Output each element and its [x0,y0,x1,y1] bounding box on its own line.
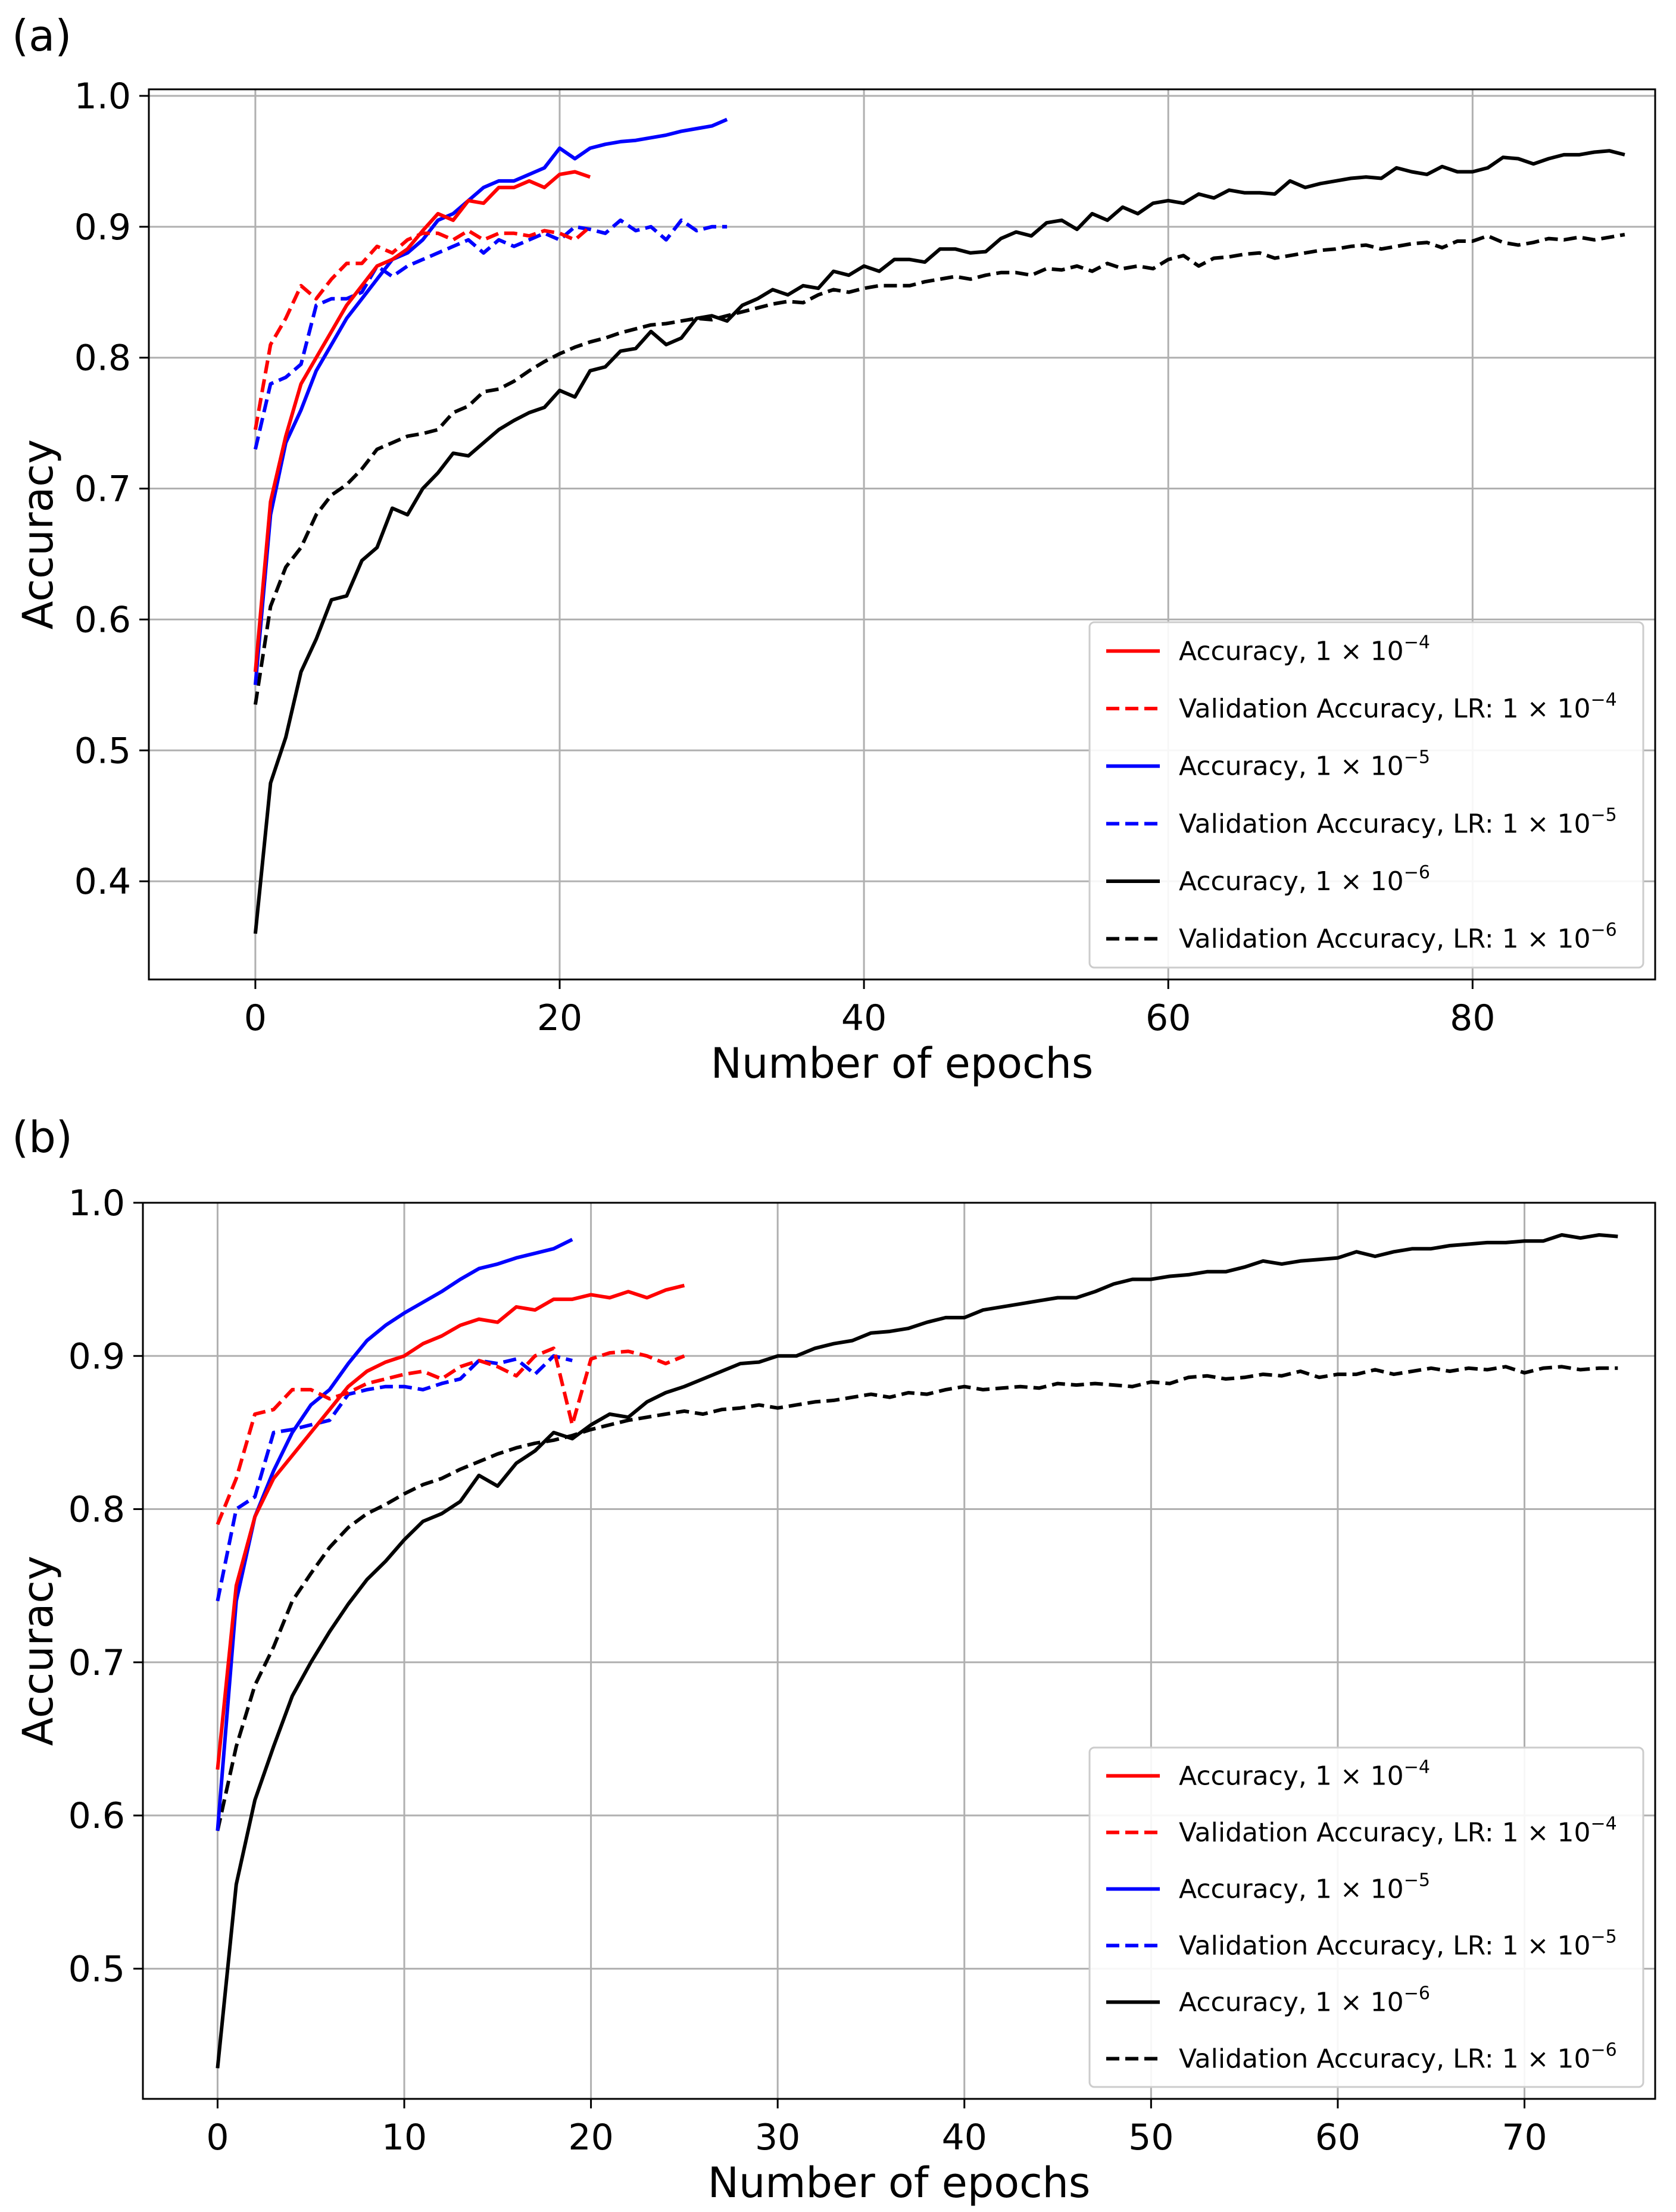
legend-label-text: Accuracy, 1 × 10 [1179,636,1404,666]
plot-frame [142,1202,1656,2100]
legend-entry-label: Validation Accuracy, LR: 1 × 10−6 [1179,2040,1617,2074]
legend-entry-label: Accuracy, 1 × 10−5 [1179,1870,1430,1905]
y-tick-label: 0.6 [68,1795,125,1837]
legend-label-text: Accuracy, 1 × 10 [1179,1874,1404,1905]
series-line-accuracy-1-10-4 [216,1283,685,1770]
legend-entry-label: Validation Accuracy, LR: 1 × 10−5 [1179,1927,1617,1961]
y-tick-label: 1.0 [74,76,131,117]
legend-label-exponent: −5 [1404,1870,1430,1891]
y-tick-label: 0.6 [74,599,131,641]
x-tick-label: 60 [1146,997,1191,1039]
legend-label-exponent: −6 [1590,920,1616,941]
x-tick-label: 0 [206,2117,229,2158]
y-tick-label: 0.5 [74,730,131,772]
legend-entry-label: Accuracy, 1 × 10−5 [1179,747,1430,782]
y-tick-label: 0.8 [68,1489,125,1531]
legend-box [1088,1746,1644,2088]
x-tick-label: 40 [841,997,887,1039]
legend-entry-label: Validation Accuracy, LR: 1 × 10−4 [1179,1814,1617,1848]
x-tick-label: 50 [1128,2117,1173,2158]
x-tick-label: 10 [382,2117,427,2158]
legend-entry-label: Validation Accuracy, LR: 1 × 10−6 [1179,920,1617,954]
x-axis-title: Number of epochs [708,2158,1091,2207]
series-line-validation-accuracy-lr-1-10-5 [216,1354,573,1602]
panel-label: (a) [12,11,71,61]
chart-panel-1: (b) 0 10 20 30 40 50 60 70 0.5 0.6 0.7 0.8 0.9 1.0 Numb… [12,1112,1656,2207]
legend-label-text: Accuracy, 1 × 10 [1179,1988,1404,2018]
legend-label-exponent: −5 [1404,747,1430,768]
legend-label-text: Validation Accuracy, LR: 1 × 10 [1179,2044,1590,2074]
series-line-accuracy-1-10-5 [253,117,728,685]
x-tick-label: 20 [568,2117,613,2158]
legend-label-text: Accuracy, 1 × 10 [1179,1761,1404,1792]
legend-label-text: Validation Accuracy, LR: 1 × 10 [1179,1931,1590,1961]
legend-entry-label: Accuracy, 1 × 10−6 [1179,862,1430,897]
y-tick-label: 0.8 [74,338,131,379]
x-tick-label: 70 [1502,2117,1547,2158]
legend-label-exponent: −6 [1590,2040,1616,2061]
legend-label-text: Validation Accuracy, LR: 1 × 10 [1179,694,1590,724]
chart-panel-0: (a) 0 20 40 60 80 0.4 0.5 0.6 0.7 0.8 0.9 1.0 Number … [12,11,1656,1088]
x-tick-label: 40 [942,2117,987,2158]
y-tick-label: 0.9 [74,207,131,248]
x-tick-label: 30 [755,2117,800,2158]
plot-frame [148,88,1656,981]
legend-label-text: Validation Accuracy, LR: 1 × 10 [1179,809,1590,839]
legend-box [1088,621,1644,969]
legend-entry-label: Accuracy, 1 × 10−4 [1179,1757,1430,1792]
legend-label-text: Validation Accuracy, LR: 1 × 10 [1179,1818,1590,1848]
y-axis-title: Accuracy [14,439,63,630]
legend-entry-label: Accuracy, 1 × 10−6 [1179,1983,1430,2018]
series-line-accuracy-1-10-5 [216,1238,573,1832]
x-axis-title: Number of epochs [711,1039,1094,1088]
grid-lines [149,89,1655,979]
y-tick-label: 0.5 [68,1948,125,1990]
x-tick-label: 60 [1315,2117,1360,2158]
legend-entry-label: Validation Accuracy, LR: 1 × 10−5 [1179,804,1617,839]
panel-label: (b) [12,1112,73,1162]
series-line-accuracy-1-10-6 [253,149,1625,934]
legend-label-exponent: −6 [1404,1983,1430,2004]
series-line-accuracy-1-10-6 [216,1233,1618,2069]
legend-label-exponent: −6 [1404,862,1430,883]
y-tick-label: 0.4 [74,861,131,903]
series-line-accuracy-1-10-4 [253,170,591,672]
series-line-validation-accuracy-lr-1-10-4 [216,1346,685,1525]
legend-label-text: Validation Accuracy, LR: 1 × 10 [1179,924,1590,954]
legend-entry-label: Accuracy, 1 × 10−4 [1179,632,1430,666]
legend-label-exponent: −4 [1590,1814,1616,1835]
y-axis-title: Accuracy [14,1556,63,1746]
y-tick-label: 0.9 [68,1336,125,1377]
series-line-validation-accuracy-lr-1-10-4 [253,225,592,430]
x-tick-label: 80 [1450,997,1495,1039]
x-tick-label: 20 [537,997,582,1039]
x-tick-label: 0 [244,997,267,1039]
series-group [253,117,1625,934]
legend-label-text: Accuracy, 1 × 10 [1179,751,1404,782]
legend-label-exponent: −5 [1590,804,1616,825]
y-tick-label: 1.0 [68,1183,125,1224]
y-tick-label: 0.7 [74,469,131,510]
series-line-validation-accuracy-lr-1-10-5 [253,218,728,450]
legend-label-text: Accuracy, 1 × 10 [1179,866,1404,897]
legend-label-exponent: −4 [1404,1757,1430,1778]
legend-label-exponent: −5 [1590,1927,1616,1948]
legend-entry-label: Validation Accuracy, LR: 1 × 10−4 [1179,690,1617,724]
series-group [216,1233,1618,2069]
legend-label-exponent: −4 [1590,690,1616,710]
y-tick-label: 0.7 [68,1642,125,1684]
legend-label-exponent: −4 [1404,632,1430,653]
